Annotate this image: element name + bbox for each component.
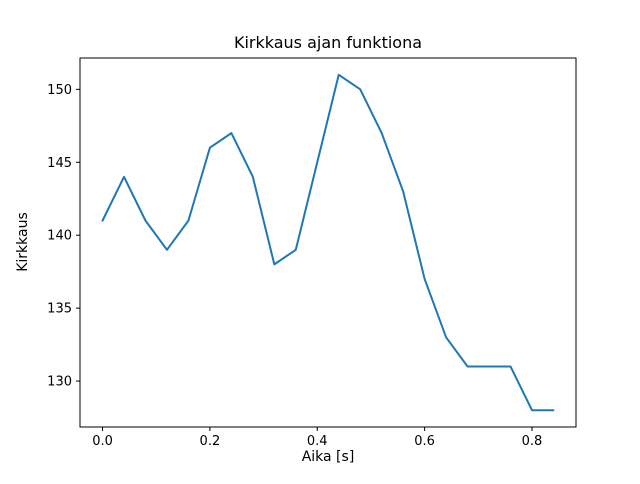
x-tick-label: 0.2: [200, 434, 221, 449]
axis-ticks: 0.0 0.2 0.4 0.6 0.8 130 135 140 145 150: [47, 83, 542, 449]
data-line: [101, 73, 555, 412]
y-tick-label: 130: [47, 375, 72, 390]
y-tick-label: 145: [47, 156, 72, 171]
plot-area: [79, 57, 577, 428]
y-tick-label: 150: [47, 83, 72, 98]
y-tick-label: 140: [47, 229, 72, 244]
y-axis-label: Kirkkaus: [15, 212, 31, 272]
chart-title: Kirkkaus ajan funktiona: [234, 33, 422, 52]
x-tick-label: 0.0: [92, 434, 113, 449]
x-tick-label: 0.4: [307, 434, 328, 449]
x-tick-label: 0.8: [522, 434, 543, 449]
x-axis-label: Aika [s]: [302, 449, 355, 465]
x-tick-label: 0.6: [414, 434, 435, 449]
y-tick-label: 135: [47, 302, 72, 317]
